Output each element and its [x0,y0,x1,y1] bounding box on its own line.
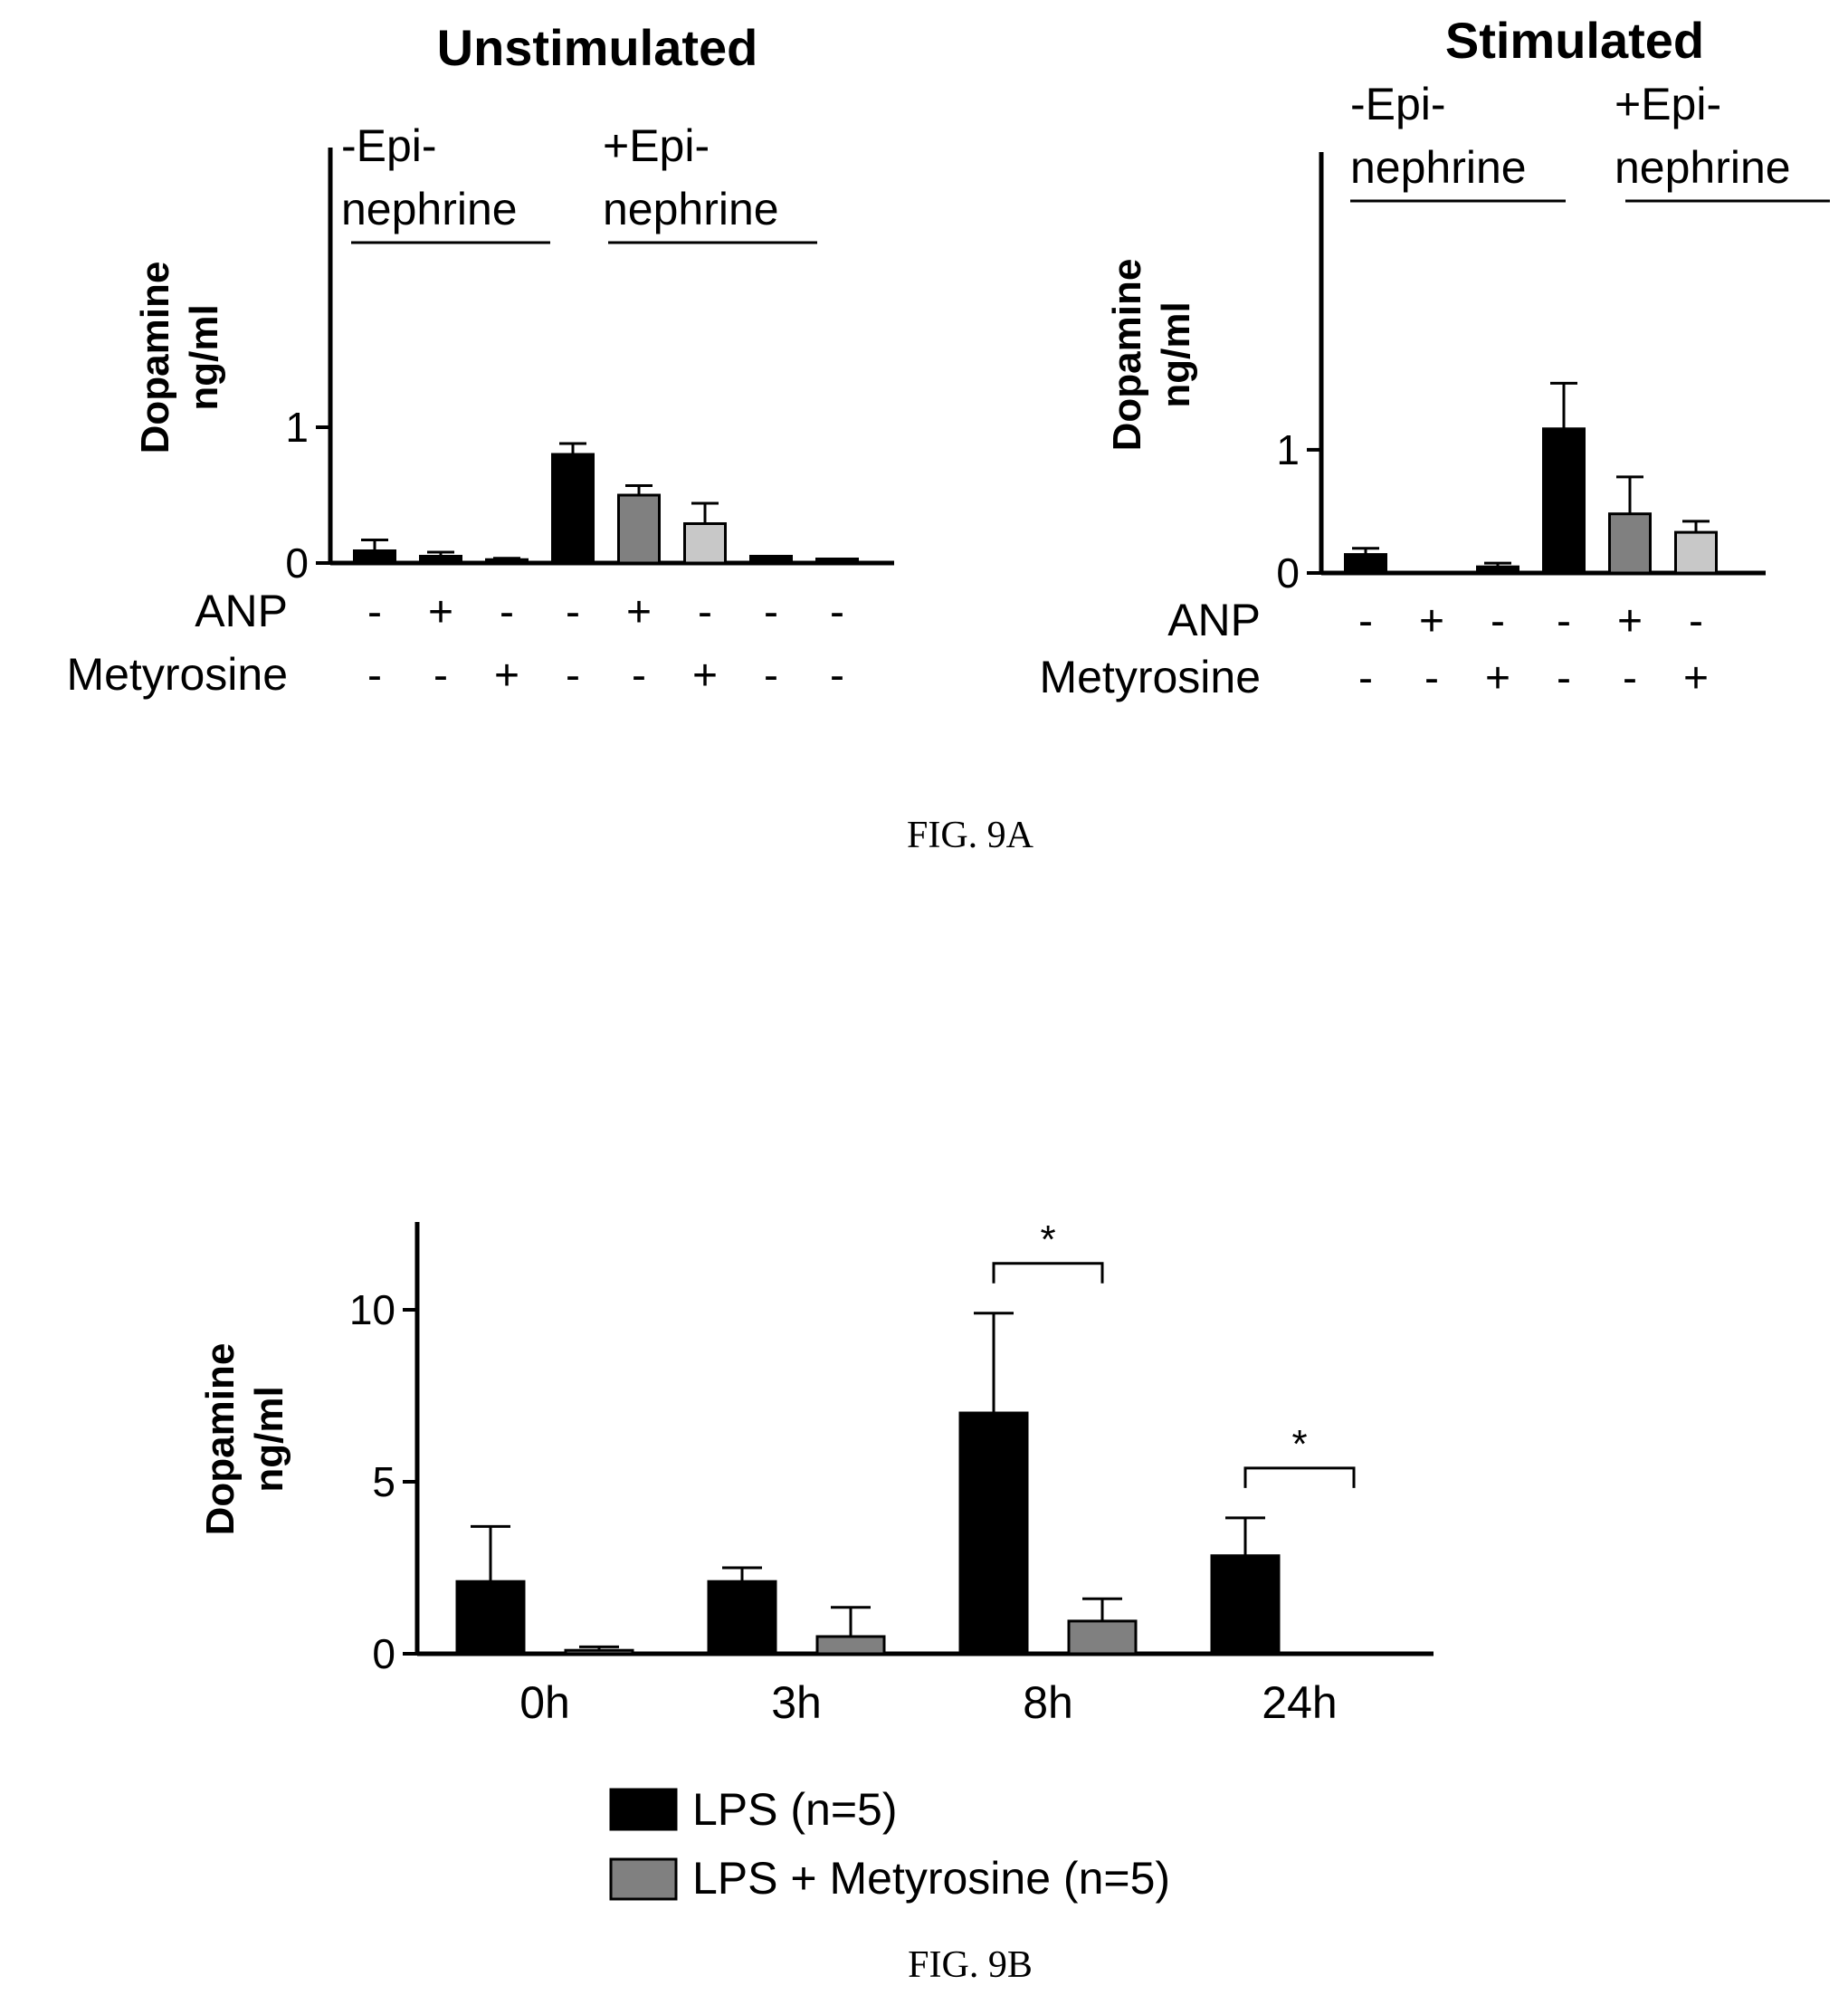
chart-title: Unstimulated [437,19,758,76]
anp-sign: - [566,588,580,636]
row-label-metyrosine: Metyrosine [66,649,288,700]
metyrosine-sign: - [764,652,778,700]
chart-stimulated: Stimulated Dopamine ng/ml ANP Metyrosine… [1039,12,1830,702]
metyrosine-sign: - [632,652,646,700]
group-label-line2: nephrine [603,184,779,234]
bar [485,558,529,565]
y-axis-label-line1: Dopamine [198,1343,243,1536]
bar [353,549,396,565]
bar [551,453,595,565]
anp-sign: + [428,588,453,636]
significance-marker: * [1291,1422,1307,1466]
y-tick-label: 1 [285,404,309,451]
metyrosine-sign: - [566,652,580,700]
bar [564,1648,634,1656]
y-tick-label: 1 [1276,426,1300,473]
group-label-line2: nephrine [1615,142,1791,193]
metyrosine-sign: - [1557,654,1571,702]
metyrosine-sign: - [433,652,448,700]
row-label-anp: ANP [1167,595,1261,645]
anp-sign: + [626,588,652,636]
group-label-line1: +Epi- [603,120,710,171]
bar [683,522,727,565]
figure-a-caption: FIG. 9A [907,815,1034,856]
y-tick-label: 5 [372,1458,395,1505]
bar [1542,427,1586,575]
anp-sign: - [1689,597,1703,645]
anp-sign: - [500,588,514,636]
y-tick-label: 10 [349,1286,395,1333]
metyrosine-sign: + [692,652,718,700]
metyrosine-sign: - [830,652,844,700]
metyrosine-sign: + [494,652,519,700]
bar [707,1580,777,1656]
chart-lps-timecourse: Dopamine ng/ml LPS (n=5) LPS + Metyrosin… [198,1217,1434,1904]
legend-label-lps-metyrosine: LPS + Metyrosine (n=5) [692,1853,1170,1904]
anp-sign: + [1617,597,1643,645]
metyrosine-sign: + [1683,654,1709,702]
anp-sign: - [1557,597,1571,645]
y-tick-label: 0 [1276,549,1300,597]
anp-sign: - [764,588,778,636]
y-axis-label-line2: ng/ml [247,1386,291,1492]
y-tick-label: 0 [285,539,309,587]
y-axis-label-line1: Dopamine [133,262,177,454]
bar [958,1411,1029,1656]
figure-b-caption: FIG. 9B [908,1944,1033,1986]
metyrosine-sign: - [367,652,382,700]
metyrosine-sign: - [1623,654,1637,702]
bar [815,1635,886,1656]
group-label-line2: nephrine [1350,142,1527,193]
anp-sign: - [367,588,382,636]
x-tick-label: 8h [1023,1677,1073,1728]
legend: LPS (n=5) LPS + Metyrosine (n=5) [609,1784,1170,1904]
bar [1674,530,1718,575]
bar [1067,1619,1138,1656]
x-tick-label: 3h [771,1677,822,1728]
bar [617,493,661,565]
group-label-line2: nephrine [341,184,518,234]
metyrosine-sign: + [1485,654,1510,702]
anp-sign: - [1491,597,1505,645]
significance-bracket [1243,1466,1356,1488]
chart-unstimulated: Unstimulated Dopamine ng/ml ANP Metyrosi… [66,19,894,700]
row-label-anp: ANP [195,586,288,636]
bar [1608,512,1652,575]
row-label-metyrosine: Metyrosine [1039,652,1261,702]
legend-swatch-lps [609,1788,678,1831]
y-tick-label: 0 [372,1630,395,1677]
significance-marker: * [1040,1217,1055,1262]
x-tick-label: 24h [1262,1677,1337,1728]
group-label-line1: +Epi- [1615,79,1721,129]
anp-sign: + [1419,597,1444,645]
anp-sign: - [830,588,844,636]
bar [1476,565,1519,575]
metyrosine-sign: - [1358,654,1373,702]
legend-label-lps: LPS (n=5) [692,1784,898,1835]
anp-sign: - [698,588,712,636]
group-label-line1: -Epi- [341,120,437,171]
y-axis-label-line2: ng/ml [1154,301,1198,407]
bar [749,555,793,565]
anp-sign: - [1358,597,1373,645]
group-label-line1: -Epi- [1350,79,1446,129]
significance-bracket [992,1262,1104,1284]
metyrosine-sign: - [1424,654,1439,702]
y-axis-label-line2: ng/ml [182,304,226,410]
bar [1344,553,1387,575]
x-tick-label: 0h [519,1677,570,1728]
bar [455,1580,526,1656]
bar [419,555,462,565]
legend-swatch-lps-metyrosine [609,1857,678,1901]
chart-title: Stimulated [1445,12,1704,69]
bar [1210,1554,1281,1656]
y-axis-label-line1: Dopamine [1105,259,1149,452]
bar [815,558,859,565]
